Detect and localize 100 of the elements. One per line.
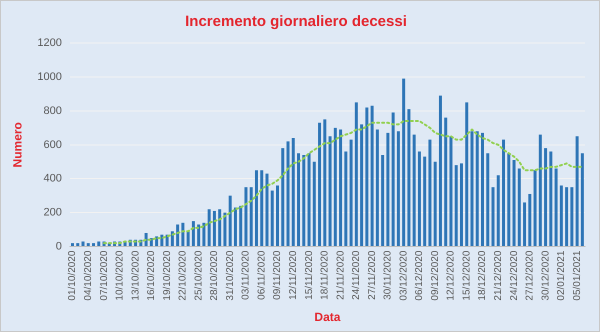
bar [286, 141, 290, 246]
bar [549, 152, 552, 246]
bar [208, 209, 211, 246]
bar [265, 174, 268, 246]
bar [449, 136, 452, 246]
x-tick-label: 12/12/2020 [446, 250, 457, 301]
x-tick-label: 18/11/2020 [320, 250, 331, 300]
bar [297, 153, 300, 246]
bar [239, 206, 242, 246]
bar [428, 140, 432, 246]
bar [538, 134, 542, 246]
bar [570, 187, 574, 246]
bar [381, 154, 384, 246]
bar [365, 107, 368, 246]
chart-title: Incremento giornaliero decessi [185, 13, 407, 30]
bar [476, 131, 479, 246]
bar [181, 222, 184, 246]
bar [492, 187, 495, 246]
bar [270, 190, 274, 246]
bar [260, 170, 264, 246]
bar [312, 162, 316, 246]
bar [276, 185, 279, 246]
bar [281, 148, 284, 246]
bar [523, 202, 526, 246]
bar [376, 130, 379, 246]
bar [292, 138, 295, 246]
bar [350, 140, 353, 246]
bar [218, 209, 222, 246]
x-tick-label: 13/10/2020 [130, 250, 142, 301]
x-tick-label: 21/11/2020 [335, 250, 346, 300]
x-tick-label: 24/12/2020 [508, 250, 520, 301]
bar [386, 132, 390, 246]
x-tick-label: 30/11/2020 [382, 250, 394, 300]
y-tick-label: 200 [44, 206, 62, 219]
bar [402, 78, 406, 246]
x-tick-label: 06/12/2020 [414, 250, 426, 301]
y-tick-label: 0 [56, 240, 62, 253]
bar [302, 154, 306, 246]
bar [192, 221, 195, 246]
bar [565, 187, 568, 246]
bar [212, 210, 216, 246]
x-tick-label: 28/10/2020 [209, 250, 220, 301]
bar [502, 140, 506, 246]
x-tick-label: 27/11/2020 [366, 250, 378, 300]
x-tick-label: 27/12/2020 [524, 250, 536, 301]
y-tick-label: 400 [44, 172, 62, 185]
bar [234, 208, 237, 246]
bar [470, 131, 474, 246]
bar [82, 241, 85, 246]
bar [223, 212, 226, 246]
bar [444, 118, 448, 246]
bar [534, 170, 537, 246]
bar [334, 128, 337, 246]
bar [507, 153, 510, 246]
x-tick-label: 03/12/2020 [398, 250, 410, 301]
x-tick-label: 25/10/2020 [193, 250, 204, 301]
x-tick-label: 10/10/2020 [114, 250, 126, 301]
line-series [103, 120, 584, 244]
x-tick-label: 12/11/2020 [288, 250, 300, 300]
x-tick-label: 18/12/2020 [477, 250, 488, 301]
y-tick-label: 1200 [37, 37, 62, 50]
bar [438, 96, 442, 246]
bar [412, 134, 416, 246]
x-tick-label: 30/12/2020 [540, 250, 552, 301]
bar [434, 162, 437, 246]
bar [392, 112, 395, 246]
y-tick-label: 1000 [37, 70, 62, 83]
bar [370, 106, 374, 246]
bar [186, 231, 190, 246]
x-tick-label: 02/01/2021 [556, 250, 568, 301]
bar [202, 222, 206, 246]
x-tick-label: 31/10/2020 [224, 250, 236, 301]
x-tick-label: 09/12/2020 [430, 250, 441, 301]
x-tick-label: 15/12/2020 [461, 250, 472, 301]
bar [407, 109, 410, 246]
bar [544, 148, 548, 246]
bar [197, 224, 200, 246]
bar [396, 131, 400, 246]
bar [250, 187, 253, 246]
bar [465, 102, 468, 246]
bar [339, 130, 342, 246]
bar [328, 136, 332, 246]
bar [244, 187, 248, 246]
bar [354, 102, 358, 246]
bar [418, 152, 421, 246]
x-tick-label: 24/11/2020 [351, 250, 362, 300]
bar [496, 175, 500, 246]
x-tick-label: 19/10/2020 [162, 250, 173, 301]
x-tick-label: 01/10/2020 [67, 250, 78, 301]
bar [481, 132, 484, 246]
x-tick-label: 16/10/2020 [146, 250, 158, 301]
y-tick-label: 600 [44, 138, 62, 151]
bar [308, 153, 311, 246]
bar [580, 153, 584, 246]
bar [576, 136, 579, 246]
x-tick-label: 15/11/2020 [304, 250, 315, 300]
bar [228, 196, 232, 246]
bar [160, 234, 164, 246]
bar [518, 168, 521, 246]
x-tick-label: 05/01/2021 [572, 250, 583, 301]
